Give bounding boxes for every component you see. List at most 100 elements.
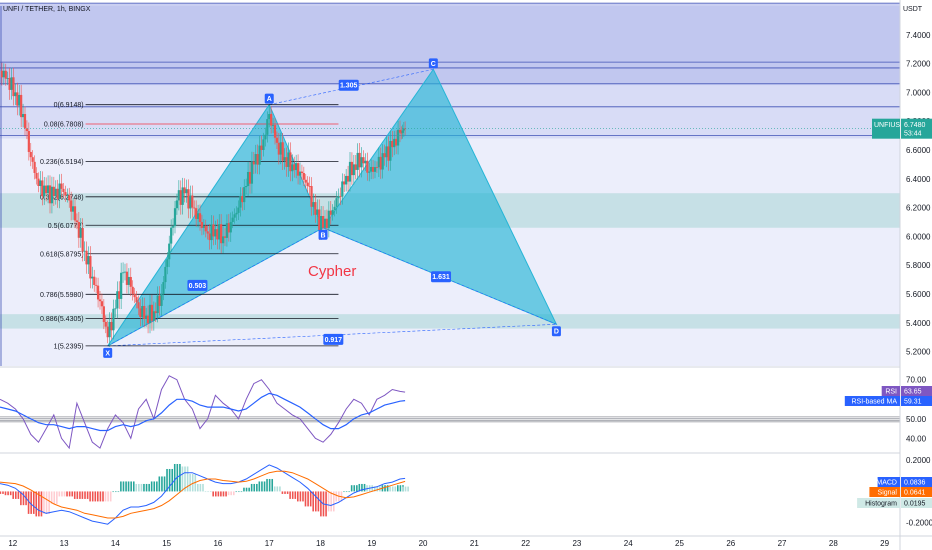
macd-histogram-bar <box>332 491 335 512</box>
macd-histogram-bar <box>56 491 58 504</box>
macd-histogram-bar <box>217 491 220 497</box>
macd-histogram-bar <box>197 483 199 492</box>
macd-histogram-bar <box>263 481 266 492</box>
candle-body <box>75 220 79 222</box>
candle-body <box>8 78 11 90</box>
candle-body <box>21 114 25 118</box>
ratio-label: 1.305 <box>340 83 358 90</box>
ratio-label-box <box>431 271 452 283</box>
macd-histogram-bar <box>350 485 353 492</box>
macd-histogram-bar <box>309 491 312 507</box>
candle-body <box>171 226 175 228</box>
candle-body <box>33 161 36 173</box>
candle-body <box>331 209 334 215</box>
candle-body <box>227 223 230 233</box>
last-price-countdown: 53:44 <box>904 131 922 138</box>
candle-body <box>370 166 373 172</box>
macd-histogram-bar <box>286 491 289 494</box>
macd-histogram-bar <box>312 491 314 512</box>
candle-body <box>187 189 190 209</box>
macd-histogram-bar <box>61 491 63 497</box>
candle-body <box>37 178 40 186</box>
price-axis-tick: 7.4000 <box>906 31 931 40</box>
candle-body <box>264 134 267 140</box>
candle-body <box>393 138 396 148</box>
macd-histogram-bar <box>163 476 166 492</box>
candle-body <box>223 236 227 238</box>
price-axis-tick: 7.0000 <box>906 88 931 97</box>
time-axis-tick: 17 <box>265 539 274 548</box>
rsi-axis-tick: 50.00 <box>906 415 927 424</box>
candle-body <box>73 206 77 221</box>
candle-body <box>108 321 111 338</box>
macd-histogram-bar <box>320 491 322 517</box>
rsi-pane[interactable] <box>0 366 900 450</box>
time-axis-tick: 28 <box>829 539 838 548</box>
candle-body <box>58 183 61 199</box>
candle-body <box>166 259 169 267</box>
macd-histogram-bar <box>389 486 391 492</box>
candle-body <box>16 92 19 106</box>
macd-histogram-bar <box>20 491 22 506</box>
macd-histogram-bar <box>86 491 89 499</box>
macd-histogram-bar <box>376 486 379 492</box>
time-axis-tick: 15 <box>162 539 171 548</box>
macd-histogram-bar <box>343 491 345 493</box>
candle-body <box>279 142 282 155</box>
candle-body <box>360 157 363 168</box>
candle-body <box>275 137 279 143</box>
candle-body <box>343 181 346 185</box>
candle-body <box>162 282 165 294</box>
candle-body <box>212 224 215 237</box>
fib-level-label: 0.08(6.7808) <box>44 121 84 128</box>
candle-body <box>121 272 125 274</box>
price-pane[interactable]: 0(6.9148)0.08(6.7808)0.236(6.5194)0.382(… <box>0 2 900 366</box>
macd-histogram-bar <box>40 491 43 517</box>
candle-body <box>391 141 394 148</box>
ratio-label-box <box>187 279 208 291</box>
price-axis-tick: 6.4000 <box>906 175 931 184</box>
price-axis-tick: 6.2000 <box>906 204 931 213</box>
macd-histogram-bar <box>2 491 4 494</box>
macd-tag-value: 0.0836 <box>904 480 926 487</box>
macd-histogram-bar <box>35 491 38 517</box>
macd-histogram-bar <box>138 483 140 492</box>
macd-histogram-bar <box>232 491 235 496</box>
macd-histogram-bar <box>158 476 161 492</box>
time-axis-tick: 26 <box>726 539 735 548</box>
macd-histogram-bar <box>84 491 86 499</box>
macd-histogram-bar <box>281 491 284 494</box>
macd-histogram-bar <box>66 491 68 497</box>
macd-histogram-bar <box>256 483 258 492</box>
ratio-label: 0.503 <box>189 283 207 290</box>
macd-pane[interactable] <box>0 452 900 525</box>
point-label-box <box>428 58 438 69</box>
time-axis-tick: 25 <box>675 539 684 548</box>
candle-body <box>93 276 96 285</box>
candle-body <box>68 195 71 201</box>
macd-histogram-bar <box>156 481 158 492</box>
ratio-label: 0.917 <box>325 337 343 344</box>
candle-body <box>18 94 21 106</box>
candle-body <box>345 175 348 185</box>
macd-histogram-bar <box>99 491 102 502</box>
fib-level-label: 0.886(5.4305) <box>40 316 84 323</box>
candle-body <box>139 308 142 318</box>
candle-body <box>118 291 121 299</box>
macd-histogram-bar <box>14 491 17 499</box>
macd-histogram-bar <box>253 483 256 492</box>
fib-level-label: 1(5.2395) <box>54 343 84 350</box>
candle-body <box>335 198 338 207</box>
candle-body <box>87 256 90 265</box>
candle-body <box>314 202 317 215</box>
candle-body <box>358 152 361 168</box>
cypher-title: Cypher <box>308 263 356 280</box>
time-axis-tick: 19 <box>367 539 376 548</box>
macd-signal-line <box>0 470 406 519</box>
candle-body <box>95 284 98 286</box>
candle-body <box>325 218 329 228</box>
candle-body <box>127 276 130 285</box>
candle-body <box>225 223 229 238</box>
